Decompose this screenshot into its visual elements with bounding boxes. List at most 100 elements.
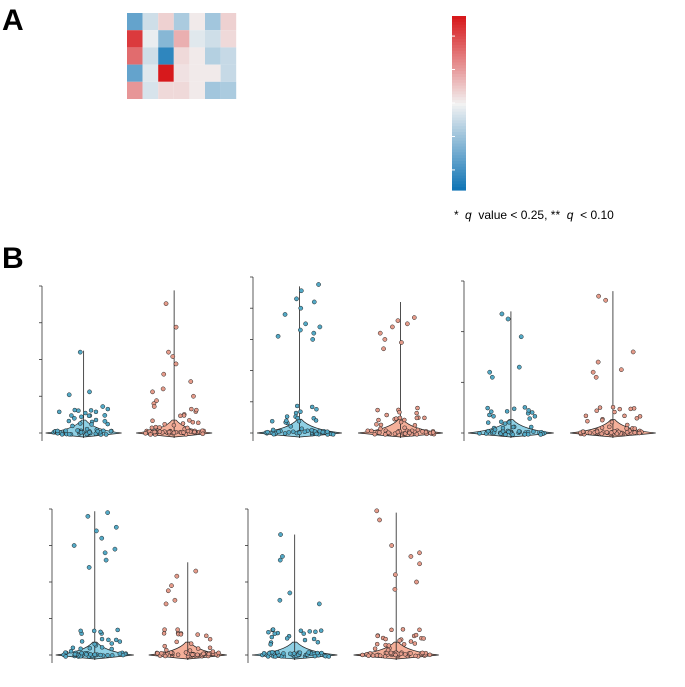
- data-point: [376, 417, 381, 423]
- data-point: [157, 429, 163, 434]
- legend-gradient-step: [452, 33, 466, 37]
- data-point: [187, 418, 192, 423]
- violin-panel: [461, 280, 656, 441]
- data-point: [417, 627, 422, 633]
- data-point: [372, 646, 378, 651]
- data-point: [516, 429, 522, 434]
- data-point: [164, 647, 169, 653]
- data-point: [282, 431, 288, 436]
- data-point: [66, 418, 72, 424]
- legend-gradient-step: [452, 132, 466, 136]
- data-point: [195, 646, 201, 651]
- legend-gradient-step: [452, 172, 466, 177]
- data-point: [392, 572, 398, 578]
- data-point: [206, 651, 212, 657]
- legend-gradient-step: [452, 158, 466, 162]
- heatmap-cell: [158, 81, 174, 99]
- violin-panel: [245, 508, 439, 663]
- data-point: [94, 528, 99, 534]
- data-point: [284, 636, 290, 641]
- data-point: [504, 409, 510, 414]
- heatmap-cell: [205, 13, 221, 31]
- legend-gradient-step: [452, 30, 466, 34]
- data-point: [422, 415, 427, 421]
- data-point: [163, 301, 169, 306]
- data-point: [302, 637, 308, 643]
- data-point: [180, 421, 186, 426]
- significance-footnote: * q value < 0.25, ** q < 0.10: [454, 208, 614, 222]
- data-point: [510, 424, 516, 430]
- data-point: [92, 652, 97, 657]
- data-point: [268, 642, 273, 647]
- data-point: [109, 646, 114, 652]
- legend-gradient-step: [452, 85, 466, 90]
- data-point: [408, 554, 414, 559]
- data-point: [402, 425, 407, 431]
- data-point: [398, 419, 404, 425]
- data-point: [427, 652, 433, 658]
- data-point: [266, 629, 271, 635]
- data-point: [183, 650, 189, 655]
- data-point: [187, 648, 193, 653]
- data-point: [216, 650, 221, 656]
- data-point: [99, 535, 105, 541]
- data-point: [632, 430, 637, 435]
- beta-legend: [452, 16, 466, 191]
- data-point: [69, 413, 74, 418]
- legend-gradient-step: [452, 126, 466, 130]
- data-point: [531, 429, 536, 434]
- heatmap-cell: [173, 47, 190, 65]
- data-point: [518, 334, 524, 340]
- data-point: [624, 426, 629, 431]
- data-point: [614, 431, 620, 436]
- data-point: [152, 429, 157, 435]
- data-point: [360, 652, 365, 658]
- legend-gradient-step: [452, 59, 466, 63]
- data-point: [84, 426, 90, 432]
- heatmap-cell: [142, 81, 159, 99]
- legend-gradient-step: [452, 146, 466, 150]
- data-point: [417, 550, 422, 556]
- data-point: [314, 431, 319, 437]
- data-point: [165, 588, 171, 594]
- data-point: [318, 628, 324, 633]
- data-point: [120, 652, 126, 658]
- data-point: [83, 410, 88, 416]
- data-point: [326, 654, 332, 659]
- data-point: [395, 318, 401, 324]
- data-point: [286, 430, 292, 435]
- data-point: [157, 425, 162, 430]
- legend-gradient-step: [452, 68, 466, 72]
- footnote-q2: q: [567, 208, 574, 222]
- data-point: [66, 392, 72, 398]
- data-point: [316, 282, 321, 287]
- data-point: [100, 404, 106, 409]
- data-point: [150, 389, 155, 395]
- legend-gradient-step: [452, 134, 466, 139]
- data-point: [612, 409, 617, 415]
- legend-gradient-step: [452, 36, 466, 40]
- data-point: [294, 296, 299, 302]
- data-point: [619, 367, 624, 373]
- data-point: [369, 428, 374, 434]
- data-point: [113, 524, 119, 530]
- data-point: [161, 371, 167, 377]
- heatmap-cell: [173, 30, 190, 48]
- data-point: [190, 419, 196, 425]
- data-point: [414, 415, 420, 421]
- data-point: [389, 543, 394, 548]
- data-point: [378, 426, 383, 432]
- data-point: [402, 652, 408, 657]
- data-point: [75, 428, 80, 433]
- heatmap-panel: [127, 13, 237, 99]
- data-point: [171, 430, 177, 436]
- legend-gradient-step: [452, 62, 466, 66]
- data-point: [511, 406, 517, 412]
- data-point: [63, 428, 68, 433]
- data-point: [173, 361, 179, 367]
- data-point: [415, 405, 420, 411]
- data-point: [108, 428, 114, 434]
- data-point: [528, 424, 534, 430]
- heatmap-cell: [189, 81, 205, 99]
